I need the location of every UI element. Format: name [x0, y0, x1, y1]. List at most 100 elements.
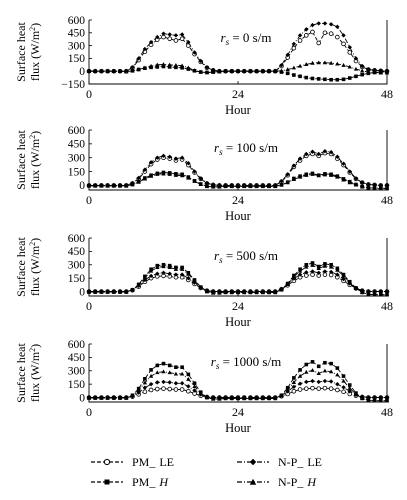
data-point-n-p-h	[378, 185, 383, 190]
data-point-n-p-h	[130, 68, 135, 73]
data-point-pm-h	[304, 362, 309, 367]
data-point-n-p-h	[136, 179, 141, 184]
data-point-n-p-h	[297, 174, 303, 179]
data-point-n-p-h	[353, 182, 359, 187]
x-tick-label: 48	[381, 405, 393, 419]
data-point-n-p-h	[142, 65, 148, 70]
data-point-n-p-le	[366, 395, 371, 400]
data-point-n-p-h	[235, 290, 241, 295]
data-point-n-p-h	[322, 368, 328, 373]
data-point-n-p-h	[372, 185, 377, 190]
data-point-n-p-h	[148, 173, 154, 178]
x-tick-label: 0	[86, 193, 92, 207]
data-point-n-p-le	[161, 270, 166, 275]
x-tick-label: 24	[232, 87, 244, 101]
data-point-pm-h	[304, 75, 309, 80]
data-point-n-p-h	[117, 395, 123, 400]
data-point-pm-h	[347, 76, 352, 80]
data-point-n-p-h	[155, 370, 160, 375]
data-point-n-p-h	[328, 264, 334, 269]
data-point-n-p-h	[254, 184, 259, 188]
data-point-n-p-h	[204, 70, 210, 75]
data-point-n-p-h	[310, 172, 315, 176]
data-point-n-p-le	[179, 32, 185, 37]
data-point-n-p-le	[167, 271, 172, 276]
data-point-n-p-h	[285, 282, 290, 286]
data-point-n-p-le	[173, 33, 179, 38]
data-point-n-p-h	[93, 69, 98, 73]
data-point-pm-h	[155, 65, 160, 69]
data-point-n-p-h	[235, 69, 241, 73]
data-point-n-p-h	[93, 183, 98, 188]
y-tick-label: 300	[68, 260, 86, 272]
data-point-n-p-h	[161, 369, 166, 374]
data-point-n-p-h	[204, 289, 210, 294]
data-point-n-p-le	[285, 172, 290, 177]
x-axis-label: Hour	[225, 103, 252, 117]
data-point-pm-h	[354, 74, 358, 79]
data-point-n-p-h	[173, 63, 179, 67]
data-point-n-p-h	[310, 368, 315, 372]
legend-label-pm-h: PM_ H	[132, 474, 169, 489]
data-point-n-p-le	[155, 155, 160, 160]
data-point-n-p-h	[359, 184, 365, 189]
data-point-n-p-h	[161, 171, 166, 176]
data-point-n-p-le	[148, 160, 154, 165]
data-point-n-p-h	[266, 184, 272, 188]
data-point-n-p-h	[291, 177, 297, 181]
data-point-n-p-h	[155, 62, 160, 67]
annotation-rs: rs = 0 s/m	[221, 30, 272, 47]
data-point-n-p-le	[291, 41, 297, 47]
data-point-n-p-le	[186, 39, 191, 45]
data-point-n-p-le	[291, 384, 297, 390]
data-point-n-p-h	[328, 369, 334, 374]
data-point-pm-le	[310, 385, 315, 391]
data-point-n-p-le	[378, 395, 383, 400]
data-point-n-p-h	[378, 398, 383, 403]
data-point-n-p-h	[359, 396, 365, 401]
y-tick-label: 600	[68, 339, 86, 351]
data-point-pm-le	[167, 36, 173, 42]
data-point-n-p-le	[161, 153, 166, 159]
data-point-n-p-h	[173, 371, 179, 376]
data-point-n-p-h	[99, 183, 104, 188]
legend-label-np-le: N-P_ LE	[278, 454, 323, 469]
data-point-n-p-le	[297, 33, 303, 38]
data-point-pm-h	[285, 71, 290, 76]
data-point-n-p-le	[353, 56, 359, 61]
data-point-pm-le	[291, 45, 297, 51]
data-point-pm-le	[341, 389, 346, 395]
data-point-n-p-h	[366, 185, 371, 190]
legend-item-np-h: N-P_ H	[236, 474, 316, 490]
data-point-n-p-le	[179, 272, 185, 277]
data-point-n-p-h	[186, 271, 191, 276]
data-point-n-p-h	[366, 69, 371, 74]
data-point-n-p-le	[359, 180, 365, 185]
data-point-pm-h	[298, 74, 302, 79]
data-point-n-p-h	[248, 184, 253, 188]
data-point-n-p-h	[161, 62, 166, 66]
data-point-n-p-le	[328, 269, 334, 275]
legend-label-pm-le: PM_ LE	[132, 454, 175, 469]
data-point-n-p-h	[242, 396, 247, 401]
data-point-n-p-le	[310, 378, 315, 384]
data-point-n-p-le	[322, 378, 328, 384]
data-point-n-p-h	[341, 177, 346, 182]
data-point-n-p-h	[130, 287, 135, 292]
data-point-pm-h	[155, 363, 160, 368]
data-point-n-p-h	[155, 265, 160, 270]
data-point-n-p-h	[223, 396, 228, 401]
data-point-n-p-le	[167, 380, 172, 385]
data-point-n-p-le	[279, 63, 284, 68]
data-point-pm-h	[161, 361, 166, 366]
data-point-n-p-h	[248, 396, 253, 401]
data-point-pm-le	[347, 50, 353, 55]
data-point-n-p-h	[273, 69, 278, 73]
data-point-n-p-h	[279, 68, 284, 73]
data-point-n-p-h	[322, 172, 328, 177]
data-point-pm-h	[335, 366, 340, 370]
x-tick-label: 0	[86, 87, 92, 101]
data-point-pm-h	[186, 372, 191, 377]
data-point-n-p-h	[310, 60, 315, 65]
